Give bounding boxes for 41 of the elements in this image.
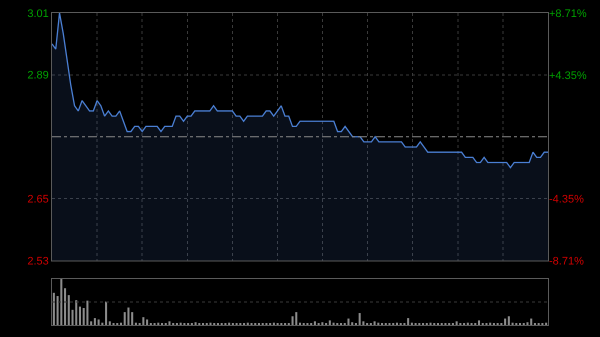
- bar: [194, 322, 197, 325]
- bar: [347, 318, 350, 325]
- y-tick-label: 3.01: [27, 8, 49, 20]
- y2-tick-label: +4.35%: [549, 70, 587, 82]
- bar: [295, 312, 298, 325]
- y-tick-label: 2.65: [27, 193, 49, 206]
- bar: [456, 321, 458, 325]
- bar: [56, 296, 59, 325]
- bar: [82, 308, 85, 325]
- bar: [358, 313, 361, 325]
- bar: [478, 320, 480, 325]
- bar: [168, 321, 170, 325]
- bar: [351, 322, 354, 325]
- bar: [321, 322, 324, 325]
- bar: [94, 318, 96, 325]
- bar: [68, 295, 70, 325]
- y-tick-label: 2.53: [27, 255, 49, 268]
- y2-tick-label: +8.71%: [549, 8, 587, 20]
- bar: [98, 319, 100, 325]
- bar: [146, 319, 148, 325]
- bar: [530, 318, 532, 325]
- y-tick-label: 2.89: [27, 70, 49, 82]
- bar: [374, 321, 376, 325]
- bar: [142, 317, 144, 325]
- bar: [292, 316, 294, 325]
- bar: [127, 308, 130, 325]
- bar: [108, 321, 111, 325]
- bar: [314, 321, 316, 325]
- y2-tick-label: -8.71%: [549, 255, 584, 268]
- bar: [508, 316, 510, 325]
- y2-tick-label: -4.35%: [549, 193, 584, 206]
- bar: [504, 318, 506, 325]
- bar: [60, 279, 62, 325]
- bar: [75, 300, 78, 325]
- bar: [86, 300, 88, 325]
- bar: [52, 292, 55, 325]
- bar: [526, 322, 529, 325]
- bar: [407, 318, 410, 325]
- bar: [328, 320, 331, 325]
- bar: [362, 321, 364, 325]
- bar: [105, 302, 108, 325]
